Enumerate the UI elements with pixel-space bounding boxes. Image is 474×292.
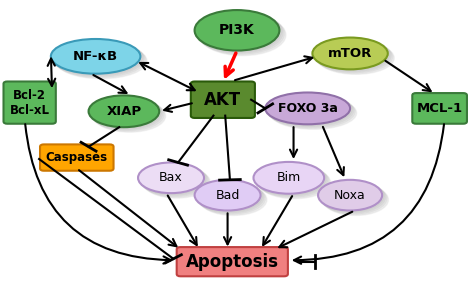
Text: Bad: Bad	[215, 189, 240, 202]
Text: PI3K: PI3K	[219, 23, 255, 37]
FancyBboxPatch shape	[412, 93, 467, 124]
Ellipse shape	[89, 96, 161, 129]
Ellipse shape	[53, 41, 144, 76]
FancyBboxPatch shape	[177, 247, 288, 276]
Ellipse shape	[92, 98, 164, 131]
Ellipse shape	[55, 43, 147, 79]
Ellipse shape	[197, 12, 283, 53]
Ellipse shape	[258, 166, 330, 199]
Ellipse shape	[319, 181, 384, 212]
Ellipse shape	[200, 184, 267, 215]
Text: Bax: Bax	[159, 171, 183, 184]
Ellipse shape	[93, 100, 165, 132]
Text: Bim: Bim	[277, 171, 301, 184]
Ellipse shape	[267, 95, 354, 127]
Text: Apoptosis: Apoptosis	[186, 253, 279, 271]
Ellipse shape	[320, 182, 386, 213]
FancyBboxPatch shape	[3, 81, 56, 124]
FancyBboxPatch shape	[191, 81, 255, 118]
Ellipse shape	[197, 182, 264, 213]
Text: XIAP: XIAP	[106, 105, 141, 118]
Ellipse shape	[139, 163, 206, 194]
Ellipse shape	[316, 41, 393, 73]
Ellipse shape	[91, 97, 163, 130]
Ellipse shape	[265, 93, 350, 124]
Ellipse shape	[195, 10, 279, 51]
Text: AKT: AKT	[204, 91, 241, 109]
Ellipse shape	[195, 11, 282, 52]
Ellipse shape	[317, 42, 394, 74]
Ellipse shape	[142, 166, 209, 197]
Ellipse shape	[198, 13, 284, 54]
Text: Noxa: Noxa	[334, 189, 366, 202]
Ellipse shape	[51, 39, 140, 74]
Text: MCL-1: MCL-1	[417, 102, 463, 115]
Ellipse shape	[323, 184, 388, 215]
Text: FOXO 3a: FOXO 3a	[278, 102, 337, 115]
Ellipse shape	[54, 42, 146, 77]
Ellipse shape	[318, 180, 382, 211]
Ellipse shape	[257, 165, 329, 197]
Ellipse shape	[138, 162, 204, 193]
Ellipse shape	[200, 14, 286, 55]
Ellipse shape	[254, 162, 324, 194]
Ellipse shape	[322, 183, 387, 214]
Text: Bcl-2
Bcl-xL: Bcl-2 Bcl-xL	[9, 88, 50, 117]
Ellipse shape	[266, 93, 352, 126]
Ellipse shape	[195, 181, 263, 212]
Ellipse shape	[254, 163, 326, 195]
FancyBboxPatch shape	[40, 145, 114, 171]
Text: NF-κB: NF-κB	[73, 50, 118, 63]
Ellipse shape	[270, 97, 356, 129]
Ellipse shape	[195, 180, 261, 211]
Ellipse shape	[51, 40, 143, 75]
Text: Caspases: Caspases	[46, 151, 108, 164]
Ellipse shape	[313, 38, 390, 71]
Ellipse shape	[140, 164, 208, 196]
Ellipse shape	[89, 95, 159, 127]
Ellipse shape	[198, 183, 265, 214]
Ellipse shape	[269, 96, 355, 128]
Ellipse shape	[143, 167, 210, 198]
Ellipse shape	[255, 164, 328, 196]
Ellipse shape	[312, 38, 388, 69]
Text: mTOR: mTOR	[328, 47, 372, 60]
Ellipse shape	[314, 39, 392, 72]
